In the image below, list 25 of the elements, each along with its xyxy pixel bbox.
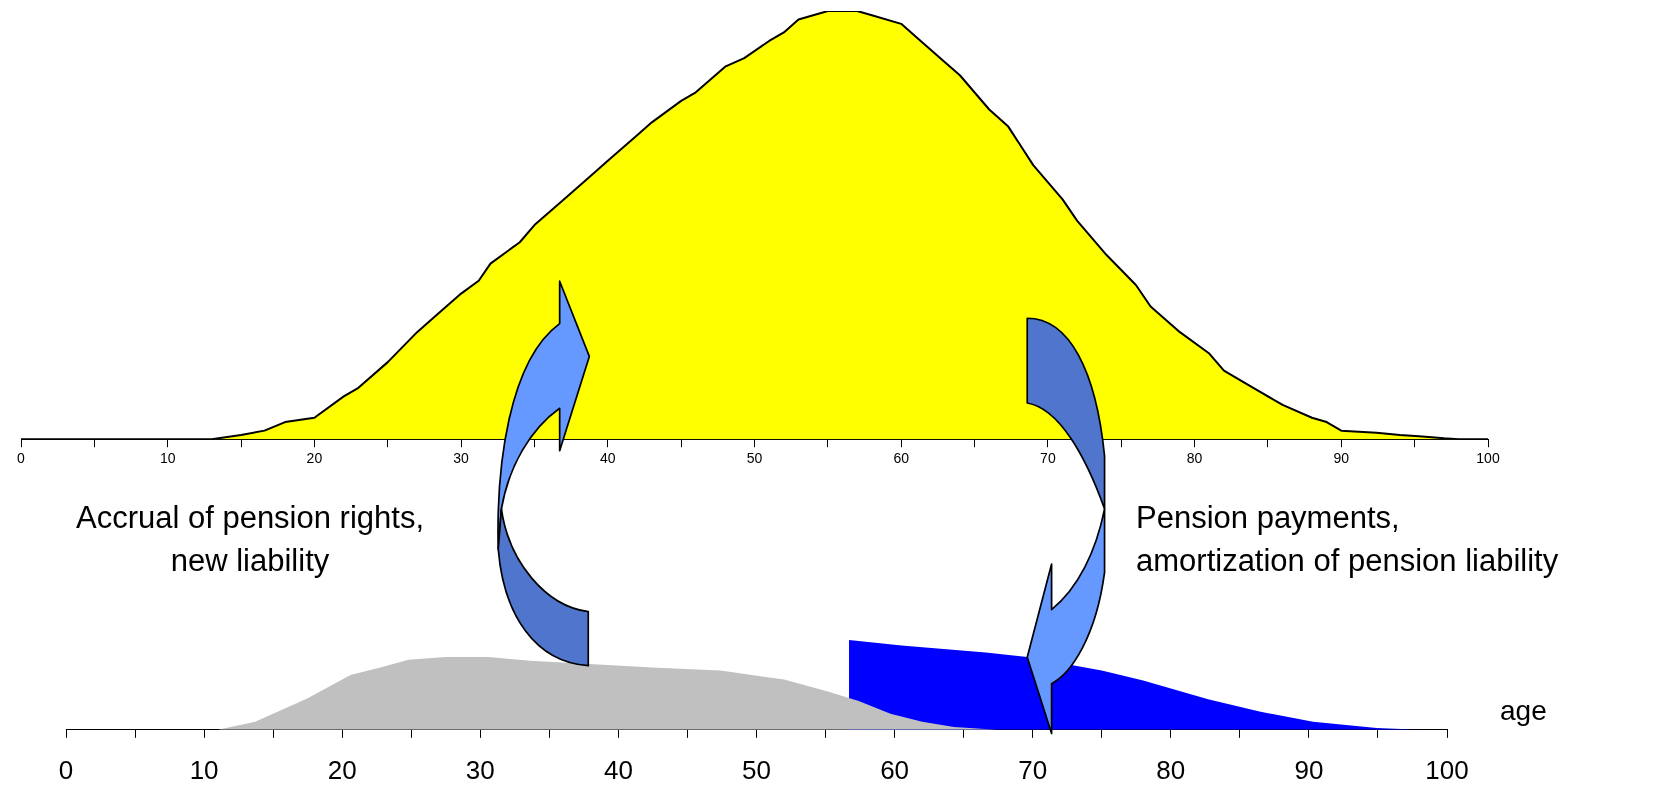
x-tick-label: 60	[893, 450, 910, 467]
x-tick-label: 0	[17, 450, 26, 467]
x-axis-title: age	[1500, 695, 1547, 727]
text: Accrual of pension rights, new liability	[74, 499, 426, 580]
x-tick-label: 50	[746, 450, 763, 467]
x-tick-label: 50	[742, 754, 771, 785]
x-tick-label: 30	[453, 450, 470, 467]
x-tick-label: 90	[1294, 754, 1324, 785]
x-tick-label: 10	[159, 450, 176, 467]
x-tick-label: 40	[603, 754, 633, 785]
x-tick-label: 70	[1040, 450, 1056, 467]
text: Pension payments, amortization of pension liability	[1136, 499, 1560, 580]
x-tick-label: 80	[1186, 450, 1203, 467]
x-tick-label: 80	[1156, 754, 1186, 785]
x-tick-label: 100	[1476, 450, 1500, 467]
x-tick-label: 30	[465, 754, 495, 785]
x-tick-label: 90	[1333, 450, 1350, 467]
x-tick-label: 100	[1425, 754, 1469, 785]
x-tick-label: 20	[306, 450, 323, 467]
x-tick-label: 70	[1018, 754, 1048, 785]
x-tick-label: 10	[189, 754, 219, 785]
x-tick-label: 40	[600, 450, 616, 467]
x-tick-label: 0	[58, 754, 74, 785]
x-tick-label: 20	[327, 754, 357, 785]
x-tick-label: 60	[880, 754, 910, 785]
